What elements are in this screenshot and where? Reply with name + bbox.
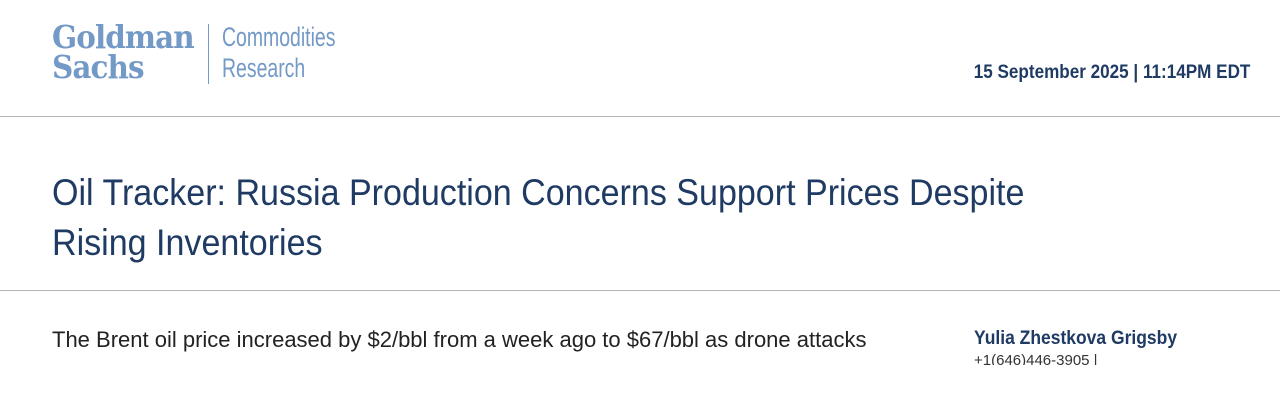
logo-brand: Goldman Sachs [52, 18, 195, 86]
logo-unit-line2: Research [222, 53, 306, 83]
logo-unit: Commodities Research [222, 22, 335, 84]
logo-unit-line1: Commodities [222, 22, 336, 52]
logo-brand-line1: Goldman [52, 18, 195, 56]
title-divider [0, 290, 1280, 291]
logo-divider [208, 24, 209, 84]
logo-brand-line2: Sachs [52, 48, 145, 86]
body-paragraph: The Brent oil price increased by $2/bbl … [52, 327, 867, 352]
author-contact: +1(646)446-3905 | [974, 352, 1098, 365]
header-divider [0, 116, 1280, 117]
page-title: Oil Tracker: Russia Production Concerns … [52, 172, 1025, 263]
publication-date: 15 September 2025 | 11:14PM EDT [973, 62, 1250, 83]
author-phone: +1(646)446-3905 | [974, 352, 1098, 365]
author-name[interactable]: Yulia Zhestkova Grigsby [974, 328, 1178, 349]
